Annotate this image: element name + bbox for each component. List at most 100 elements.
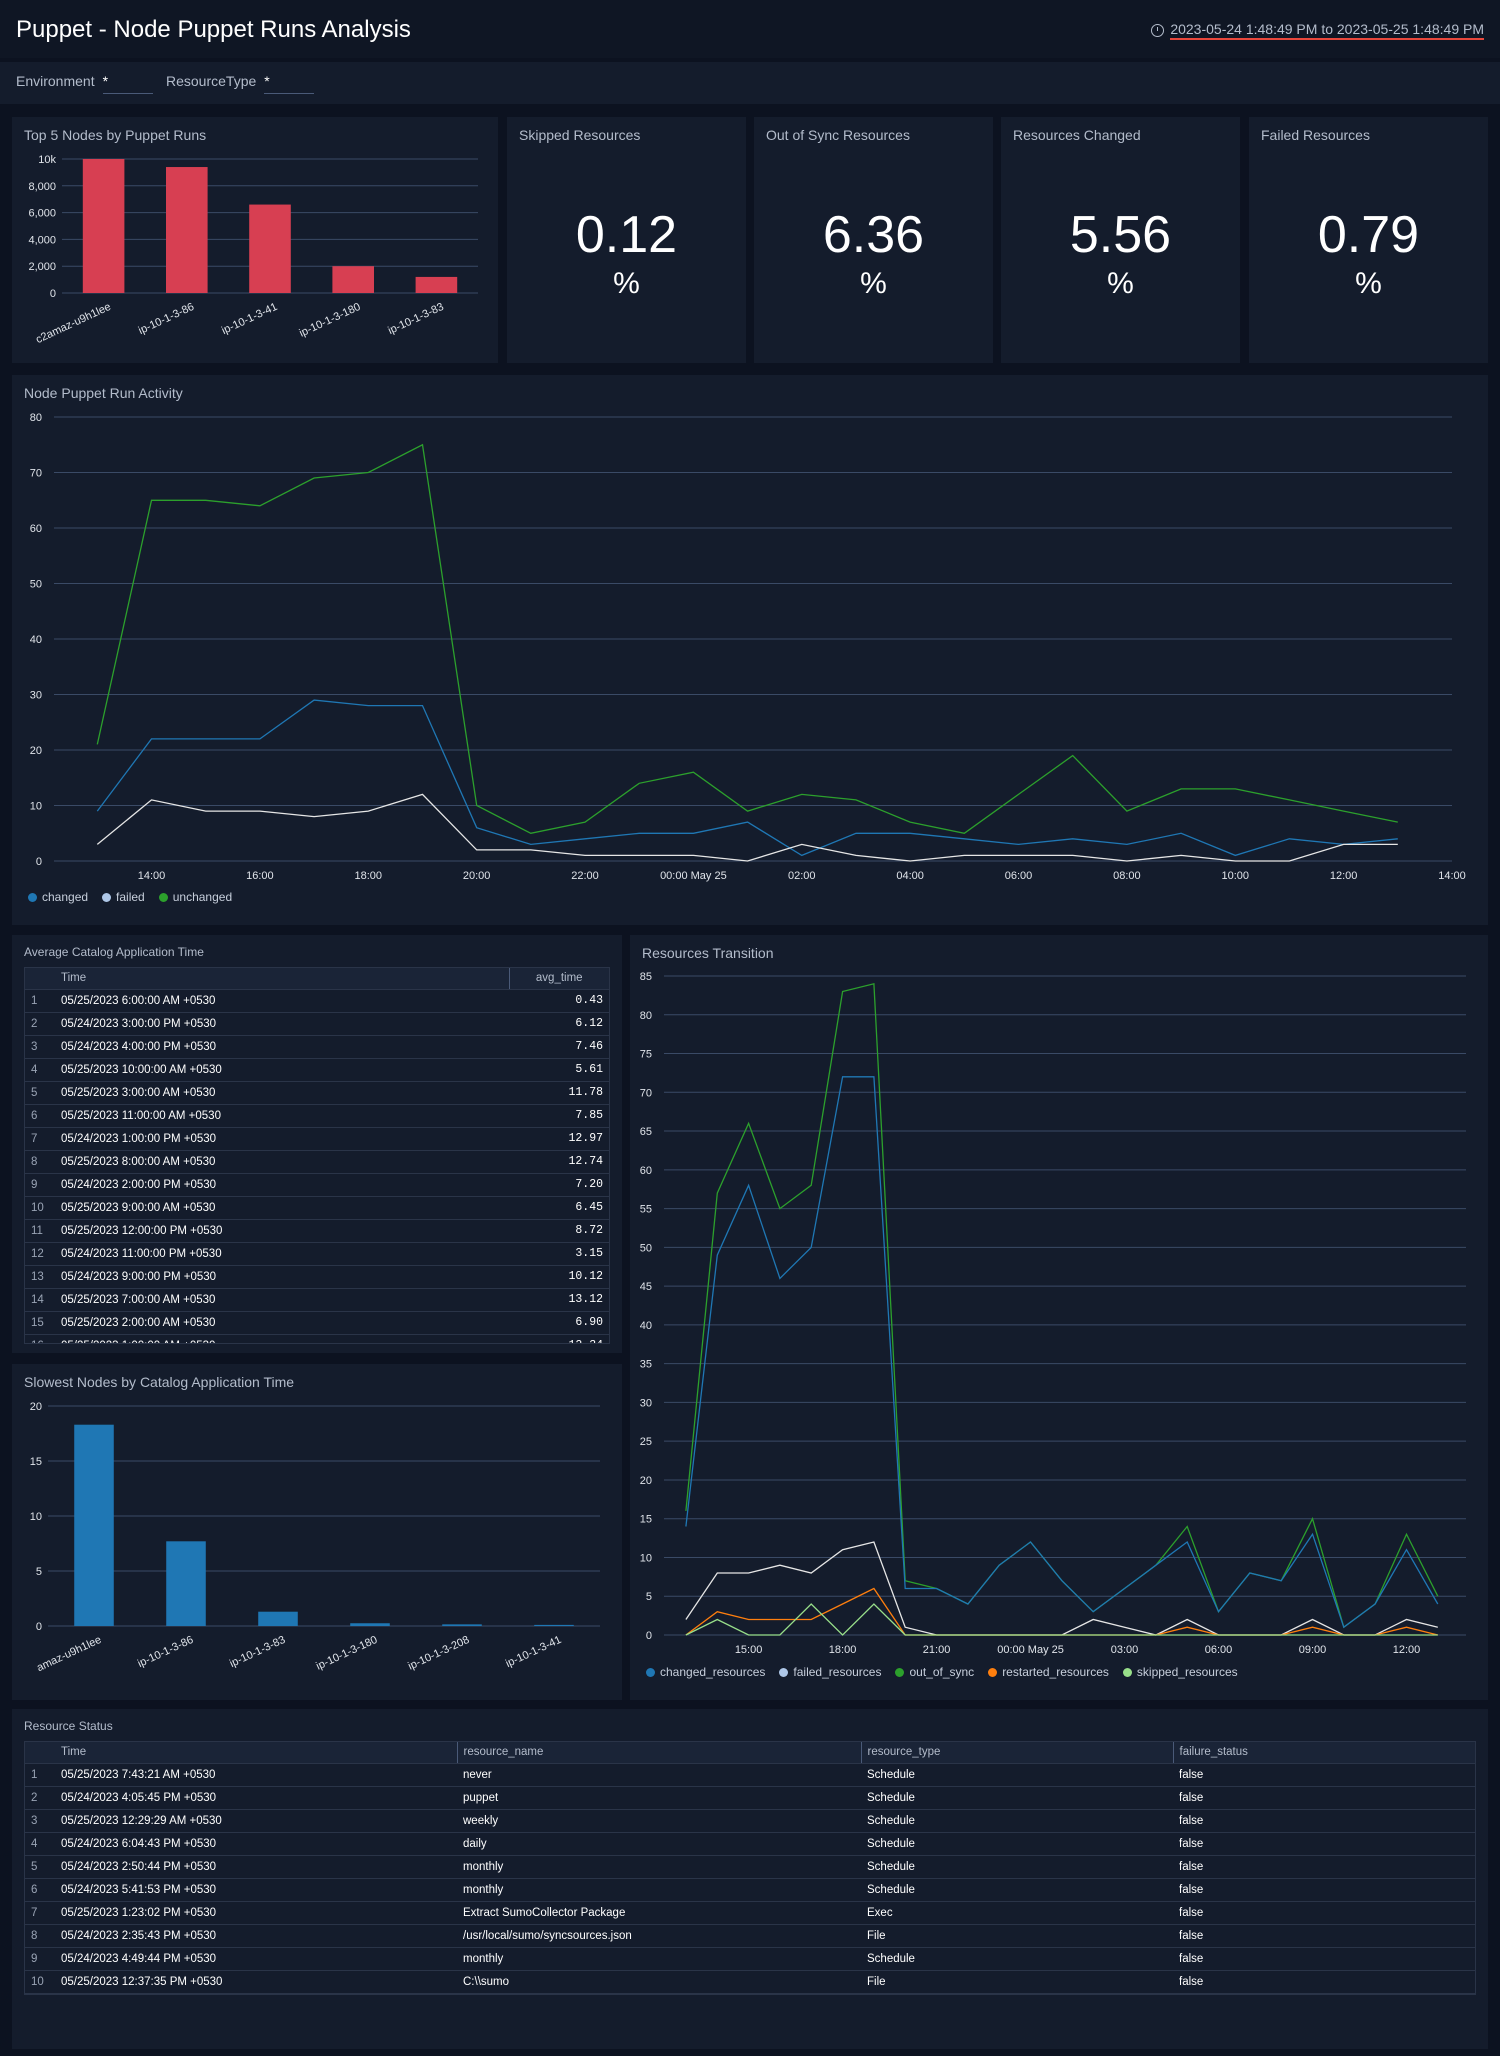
legend-item[interactable]: out_of_sync: [895, 1665, 974, 1679]
column-header-resource-type[interactable]: resource_type: [861, 1742, 1174, 1764]
table-row[interactable]: 11 05/25/2023 12:00:00 PM +0530 8.72: [25, 1219, 609, 1243]
bar: [249, 204, 291, 293]
table-row[interactable]: 14 05/25/2023 7:00:00 AM +0530 13.12: [25, 1288, 609, 1312]
x-tick-label: 04:00: [896, 870, 924, 882]
row-index: 1: [25, 1763, 55, 1787]
table-cell: monthly: [457, 1947, 861, 1971]
x-tick-label: 06:00: [1005, 870, 1033, 882]
filter-environment[interactable]: Environment *: [16, 73, 153, 94]
table-header-row: Time avg_time: [25, 968, 609, 990]
legend-item[interactable]: failed_resources: [779, 1665, 881, 1679]
column-header-time[interactable]: Time: [55, 1742, 458, 1764]
legend-label: changed: [42, 890, 89, 904]
legend-item[interactable]: failed: [102, 890, 145, 904]
row-index: 6: [25, 1878, 55, 1902]
y-tick-label: 5: [36, 1566, 42, 1578]
y-tick-label: 10: [640, 1552, 652, 1564]
table-row[interactable]: 7 05/24/2023 1:00:00 PM +0530 12.97: [25, 1127, 609, 1151]
bar: [442, 1624, 482, 1626]
column-header-time[interactable]: Time: [55, 968, 510, 990]
series-line-failed: [96, 793, 1398, 862]
table-row[interactable]: 8 05/24/2023 2:35:43 PM +0530/usr/local/s…: [25, 1924, 1475, 1948]
table-cell: false: [1173, 1878, 1475, 1902]
table-cell: 8.72: [509, 1219, 609, 1243]
table-row[interactable]: 6 05/25/2023 11:00:00 AM +0530 7.85: [25, 1104, 609, 1128]
table-row[interactable]: 4 05/25/2023 10:00:00 AM +0530 5.61: [25, 1058, 609, 1082]
table-cell: Schedule: [861, 1832, 1173, 1856]
table-row[interactable]: 1 05/25/2023 7:43:21 AM +0530 never Schedul…: [25, 1763, 1475, 1787]
table-cell: 12.74: [509, 1150, 609, 1174]
legend-item[interactable]: restarted_resources: [988, 1665, 1109, 1679]
table-row[interactable]: 15 05/25/2023 2:00:00 AM +0530 6.90: [25, 1311, 609, 1335]
row-index: 11: [25, 1219, 55, 1243]
time-range-picker[interactable]: 2023-05-24 1:48:49 PM to 2023-05-25 1:48…: [1151, 21, 1484, 40]
table-row[interactable]: 10 05/25/2023 12:37:35 PM +0530 C:\\sumo Fi…: [25, 1970, 1475, 1994]
x-tick-label: 15:00: [735, 1644, 763, 1656]
filter-resourcetype[interactable]: ResourceType *: [166, 73, 315, 94]
table-row[interactable]: 13 05/24/2023 9:00:00 PM +0530 10.12: [25, 1265, 609, 1289]
slowest-nodes-chart: 0 5 10 15 20 amaz-u9h1lee ip-10-1-3-86 ip-10-1-…: [30, 1401, 600, 1674]
column-header-avg-time[interactable]: avg_time: [509, 968, 609, 990]
filter-label: ResourceType: [166, 73, 257, 89]
table-row[interactable]: 3 05/24/2023 4:00:00 PM +0530 7.46: [25, 1035, 609, 1059]
series-line-failed_resources: [685, 1541, 1438, 1636]
panel-failed-resources: Failed Resources 0.79 %: [1249, 117, 1488, 363]
y-tick-label: 0: [36, 1621, 42, 1633]
table-cell: 7.46: [509, 1035, 609, 1059]
legend-label: changed_resources: [660, 1665, 766, 1679]
table-row[interactable]: 10 05/25/2023 9:00:00 AM +0530 6.45: [25, 1196, 609, 1220]
legend-item[interactable]: unchanged: [158, 890, 232, 904]
table-row[interactable]: 5 05/24/2023 2:50:44 PM +0530 monthly Sched…: [25, 1855, 1475, 1879]
table-row[interactable]: 7 05/25/2023 1:23:02 PM +0530 Extract Sumo…: [25, 1901, 1475, 1925]
y-tick-label: 60: [30, 523, 42, 535]
table-cell: 05/24/2023 6:04:43 PM +0530: [55, 1832, 457, 1856]
y-tick-label: 6,000: [28, 208, 56, 220]
y-tick-label: 85: [640, 971, 652, 983]
clock-icon: [1151, 24, 1165, 37]
table-cell: false: [1173, 1809, 1475, 1833]
row-index: 4: [25, 1832, 55, 1856]
row-index: 15: [25, 1311, 55, 1335]
table-row[interactable]: 2 05/24/2023 3:00:00 PM +0530 6.12: [25, 1012, 609, 1036]
x-tick-label: 03:00: [1111, 1644, 1139, 1656]
row-index: 3: [25, 1809, 55, 1833]
legend-item[interactable]: skipped_resources: [1122, 1665, 1238, 1679]
table-row[interactable]: 6 05/24/2023 5:41:53 PM +0530 monthly Sched…: [25, 1878, 1475, 1902]
legend-item[interactable]: changed: [28, 890, 88, 904]
x-tick-label: ip-10-1-3-41: [504, 1634, 563, 1670]
filter-value[interactable]: *: [264, 73, 315, 94]
legend-item[interactable]: changed_resources: [646, 1665, 765, 1679]
x-tick-label: 12:00: [1330, 870, 1358, 882]
filter-value[interactable]: *: [102, 73, 153, 94]
row-index: 1: [25, 989, 55, 1013]
stat-value: 0.12: [575, 206, 678, 264]
table-row[interactable]: 2 05/24/2023 4:05:45 PM +0530 puppet Schedu…: [25, 1786, 1475, 1810]
table-row[interactable]: 4 05/24/2023 6:04:43 PM +0530 daily Schedul…: [25, 1832, 1475, 1856]
table-row[interactable]: 8 05/25/2023 8:00:00 AM +0530 12.74: [25, 1150, 609, 1174]
y-tick-label: 10k: [38, 154, 56, 166]
y-tick-label: 50: [30, 579, 42, 591]
row-index: 10: [25, 1970, 55, 1994]
y-tick-label: 45: [640, 1281, 652, 1293]
table-row[interactable]: 5 05/25/2023 3:00:00 AM +0530 11.78: [25, 1081, 609, 1105]
table-cell: Schedule: [861, 1809, 1173, 1833]
table-cell: 05/24/2023 4:49:44 PM +0530: [55, 1947, 457, 1971]
table-row[interactable]: 9 05/24/2023 4:49:44 PM +0530 monthly Sched…: [25, 1947, 1475, 1971]
table-row[interactable]: 9 05/24/2023 2:00:00 PM +0530 7.20: [25, 1173, 609, 1197]
time-range-text[interactable]: 2023-05-24 1:48:49 PM to 2023-05-25 1:48…: [1170, 21, 1484, 40]
column-header-failure-status[interactable]: failure_status: [1173, 1742, 1475, 1764]
table-row[interactable]: 3 05/25/2023 12:29:29 AM +0530 weekly Sched…: [25, 1809, 1475, 1833]
transition-chart: 0 5 10 15 20 25 30 35 40 45 50 55 60 65 70 75 80 85 15:00 1…: [640, 971, 1466, 1656]
column-header-resource-name[interactable]: resource_name: [457, 1742, 862, 1764]
table-cell: 05/24/2023 4:05:45 PM +0530: [55, 1786, 457, 1810]
y-tick-label: 40: [640, 1320, 652, 1332]
table-cell: daily: [457, 1832, 861, 1856]
row-index: 5: [25, 1081, 55, 1105]
table-cell: 05/24/2023 2:35:43 PM +0530: [55, 1924, 457, 1948]
table-row[interactable]: 1 05/25/2023 6:00:00 AM +0530 0.43: [25, 989, 609, 1013]
x-tick-label: 09:00: [1299, 1644, 1327, 1656]
table-row[interactable]: 12 05/24/2023 11:00:00 PM +0530 3.15: [25, 1242, 609, 1266]
x-tick-label: 06:00: [1205, 1644, 1233, 1656]
y-tick-label: 20: [30, 1401, 42, 1413]
